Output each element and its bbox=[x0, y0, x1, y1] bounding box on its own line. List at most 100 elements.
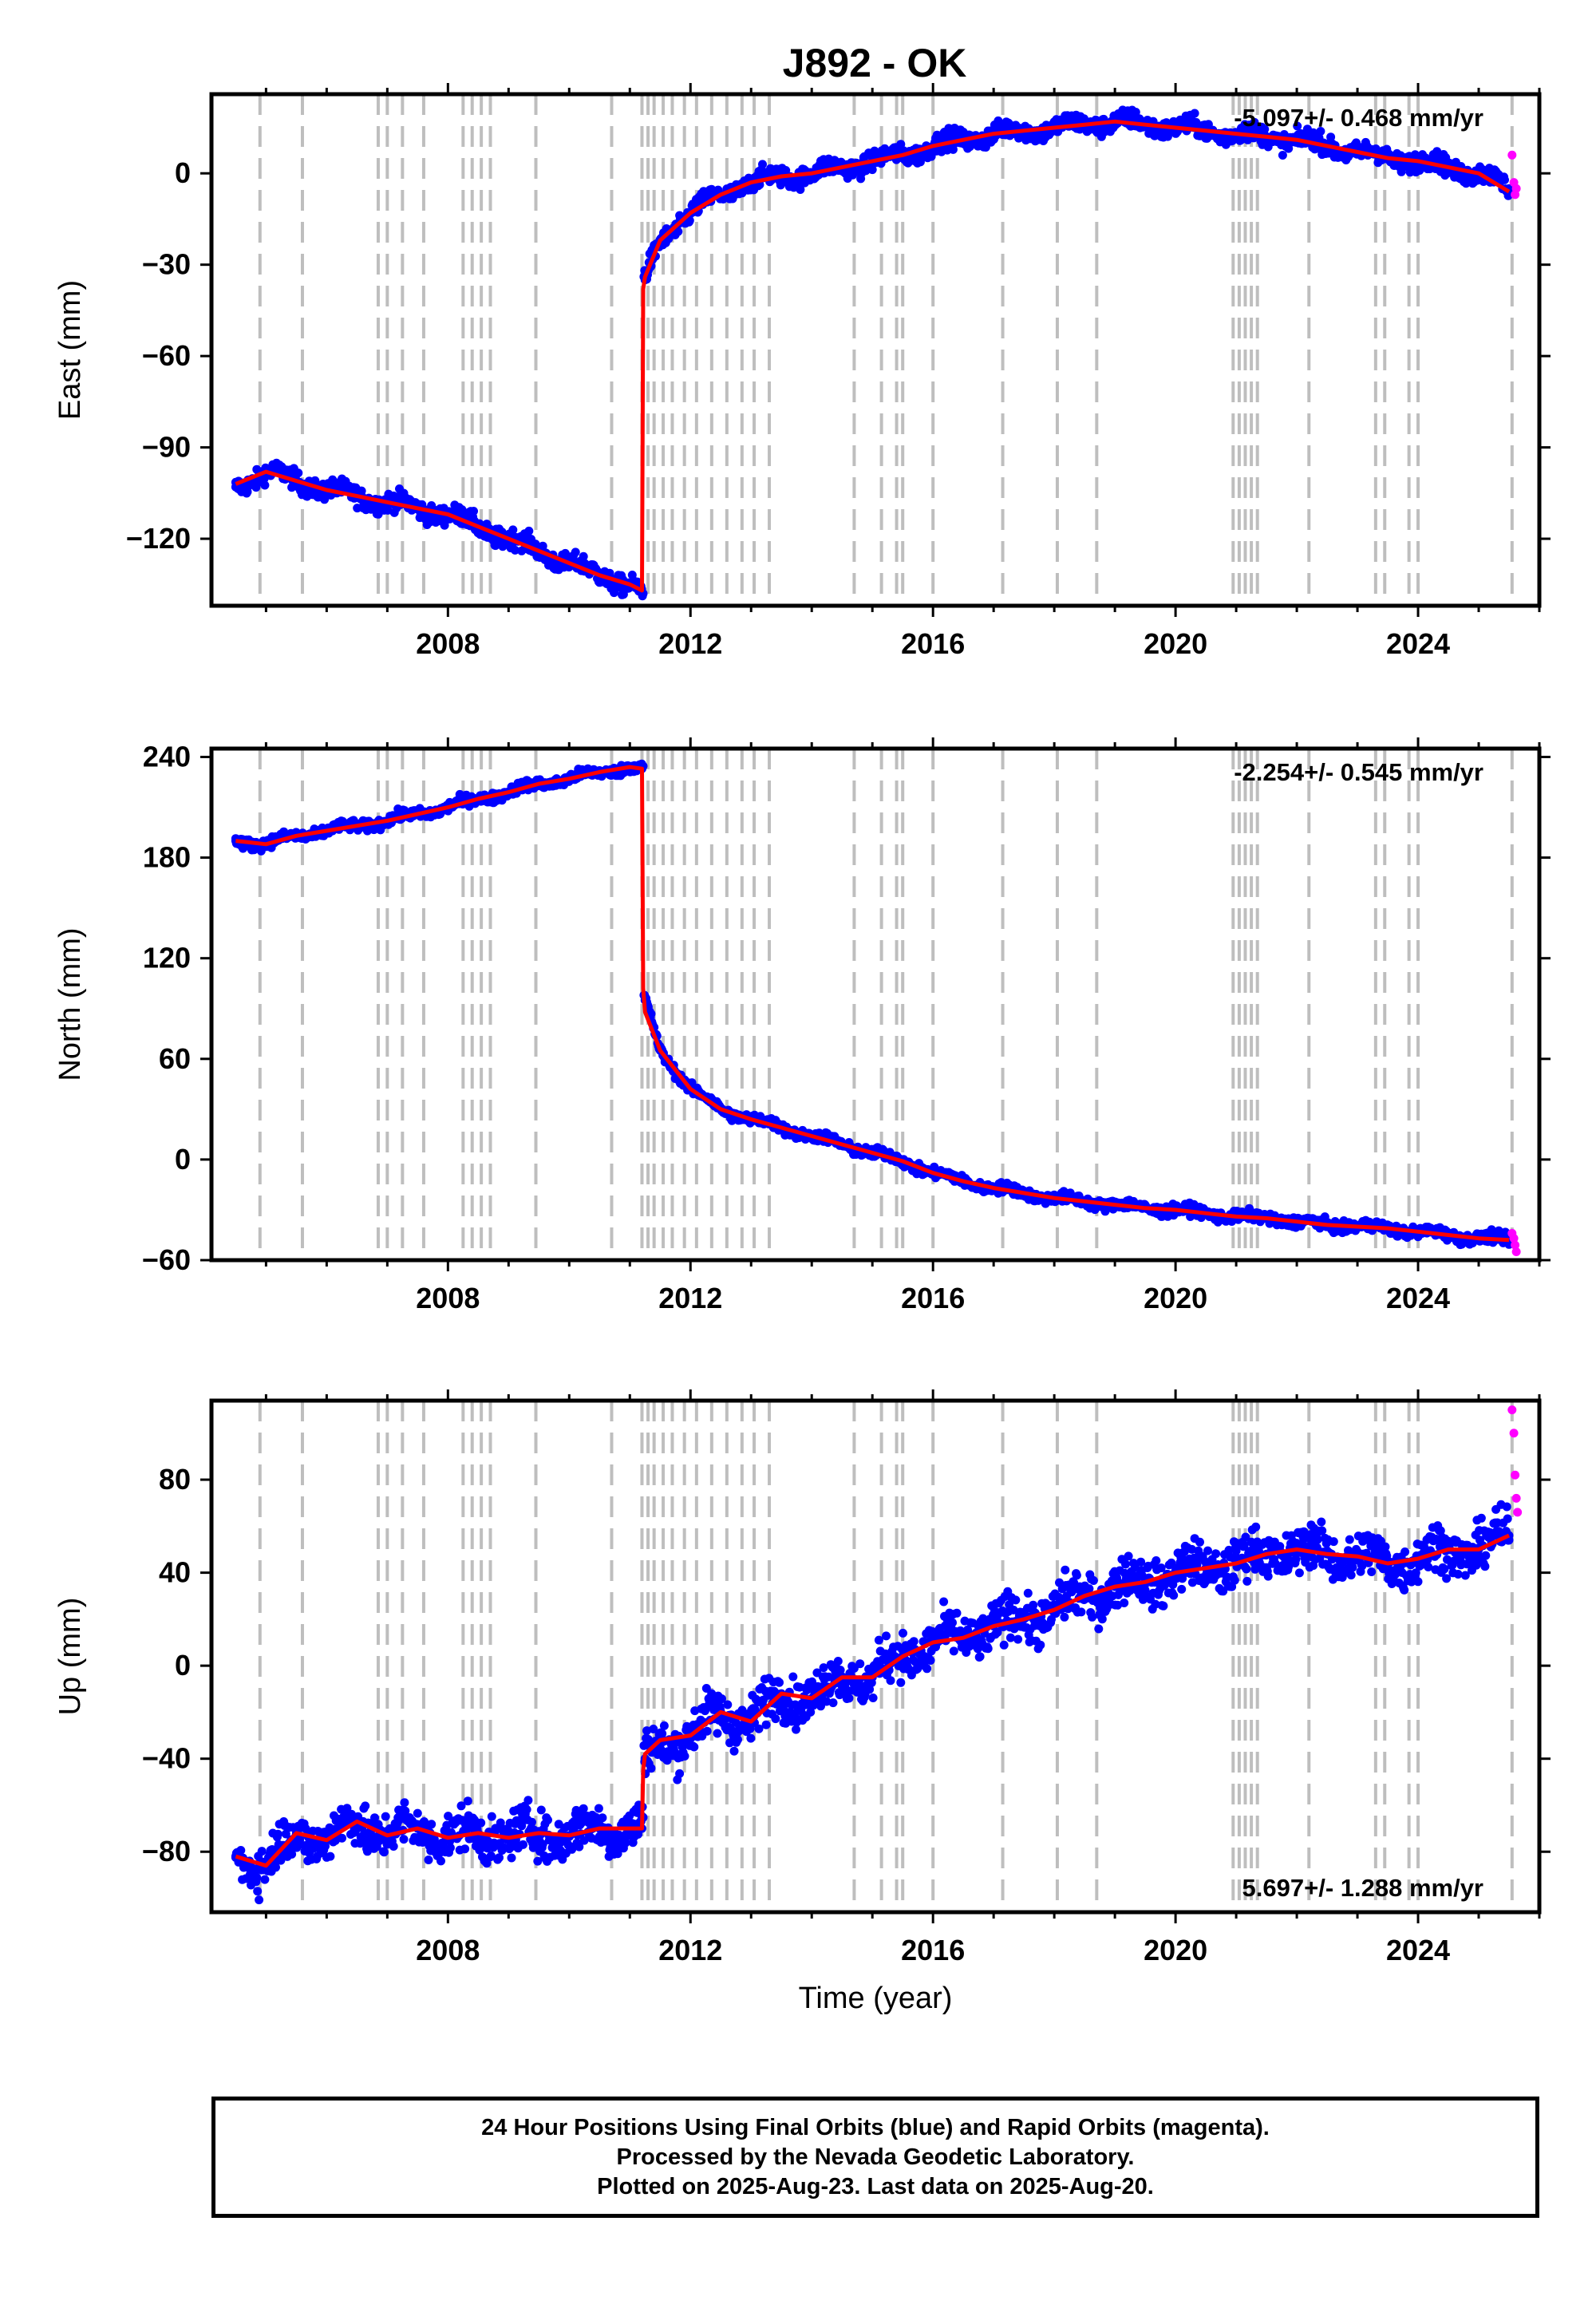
final-orbit-point bbox=[983, 1644, 993, 1654]
model-line bbox=[235, 765, 1510, 1243]
x-tick-label: 2016 bbox=[901, 627, 965, 660]
rapid-orbit-points bbox=[1507, 150, 1521, 200]
rate-label: -2.254+/- 0.545 mm/yr bbox=[1234, 758, 1483, 786]
final-orbit-point bbox=[1013, 1634, 1023, 1644]
final-orbit-point bbox=[775, 1678, 784, 1687]
final-orbit-point bbox=[761, 1720, 771, 1729]
rapid-orbit-points bbox=[1507, 1228, 1521, 1256]
final-orbit-point bbox=[456, 1801, 466, 1811]
final-orbit-point bbox=[1500, 175, 1509, 184]
x-tick-label: 2008 bbox=[416, 627, 480, 660]
final-orbit-point bbox=[260, 1875, 270, 1884]
final-orbit-point bbox=[855, 1659, 865, 1669]
y-axis: −120−90−60−300 bbox=[126, 156, 1551, 555]
final-orbit-point bbox=[508, 525, 518, 535]
y-tick-label: 0 bbox=[175, 1143, 191, 1176]
final-orbit-point bbox=[469, 507, 478, 516]
final-orbit-point bbox=[463, 1796, 472, 1806]
rapid-orbit-point bbox=[1511, 184, 1521, 193]
final-orbit-point bbox=[326, 1852, 335, 1861]
rapid-orbit-point bbox=[1507, 150, 1517, 160]
final-orbit-point bbox=[598, 1813, 607, 1823]
final-orbit-point bbox=[874, 1635, 883, 1645]
x-tick-label: 2020 bbox=[1144, 1282, 1207, 1314]
final-orbit-point bbox=[370, 1813, 379, 1823]
final-orbit-point bbox=[642, 1726, 651, 1736]
final-orbit-point bbox=[487, 1812, 496, 1821]
final-orbit-point bbox=[723, 1700, 733, 1709]
final-orbit-point bbox=[835, 1690, 844, 1700]
final-orbit-point bbox=[401, 1806, 410, 1816]
final-orbit-point bbox=[788, 1672, 798, 1682]
x-tick-label: 2008 bbox=[416, 1282, 480, 1314]
final-orbit-point bbox=[646, 1009, 656, 1018]
final-orbit-point bbox=[926, 1656, 935, 1665]
final-orbit-point bbox=[399, 1835, 409, 1844]
final-orbit-point bbox=[527, 1817, 536, 1827]
final-orbit-point bbox=[420, 1817, 429, 1826]
final-orbit-point bbox=[882, 1631, 891, 1641]
y-tick-label: 120 bbox=[143, 942, 191, 974]
final-orbit-point bbox=[1260, 124, 1270, 134]
final-orbit-point bbox=[659, 1721, 669, 1730]
y-tick-label: 180 bbox=[143, 841, 191, 874]
final-orbit-point bbox=[689, 1742, 699, 1752]
final-orbit-point bbox=[680, 1752, 689, 1761]
final-orbit-point bbox=[1190, 109, 1199, 118]
panel-north: 2008 2012 2016 2020 2024−60060120180240North… bbox=[53, 737, 1551, 1314]
final-orbit-point bbox=[571, 547, 580, 557]
final-orbit-point bbox=[952, 1608, 962, 1618]
x-tick-label: 2024 bbox=[1386, 1282, 1450, 1314]
y-tick-label: −90 bbox=[142, 431, 191, 464]
final-orbit-point bbox=[675, 1769, 685, 1778]
final-orbit-point bbox=[507, 1853, 516, 1863]
x-tick-label: 2024 bbox=[1386, 627, 1450, 660]
final-orbit-point bbox=[260, 480, 270, 490]
y-tick-label: 240 bbox=[143, 741, 191, 773]
final-orbit-point bbox=[579, 1804, 588, 1813]
plot-frame bbox=[209, 746, 1542, 1263]
final-orbit-point bbox=[379, 1848, 389, 1857]
final-orbit-point bbox=[896, 140, 906, 149]
rapid-orbit-point bbox=[1509, 1234, 1519, 1243]
final-orbit-point bbox=[361, 1801, 370, 1811]
final-orbit-point bbox=[1293, 121, 1302, 131]
final-orbit-point bbox=[522, 1804, 531, 1814]
final-orbit-point bbox=[255, 1895, 264, 1905]
final-orbit-point bbox=[338, 1833, 346, 1843]
rapid-orbit-point bbox=[1511, 1247, 1521, 1256]
final-orbit-point bbox=[460, 1844, 470, 1854]
final-orbit-point bbox=[702, 1726, 712, 1736]
final-orbit-point bbox=[579, 551, 588, 561]
final-orbit-point bbox=[533, 1856, 543, 1866]
x-axis: 2008 2012 2016 2020 2024 bbox=[264, 737, 1541, 1314]
final-orbit-point bbox=[1011, 1595, 1021, 1605]
final-orbit-point bbox=[922, 1664, 932, 1674]
final-orbit-point bbox=[792, 1725, 800, 1734]
final-orbit-point bbox=[836, 1666, 845, 1675]
final-orbit-point bbox=[1131, 108, 1140, 117]
final-orbit-point bbox=[865, 1685, 875, 1694]
final-orbit-point bbox=[909, 1637, 918, 1646]
y-tick-label: −60 bbox=[142, 339, 191, 372]
final-orbit-point bbox=[429, 1835, 439, 1844]
final-orbit-point bbox=[301, 1824, 310, 1833]
final-orbit-point bbox=[424, 1856, 433, 1864]
final-orbit-point bbox=[746, 1733, 756, 1743]
plot-frame bbox=[209, 92, 1542, 608]
final-orbit-point bbox=[486, 1851, 496, 1860]
final-orbit-point bbox=[806, 1707, 816, 1717]
final-orbit-point bbox=[975, 1652, 985, 1662]
final-orbit-point bbox=[253, 1887, 263, 1896]
final-orbit-point bbox=[381, 1812, 390, 1821]
final-orbit-point bbox=[444, 1812, 453, 1821]
y-tick-label: −60 bbox=[142, 1243, 191, 1276]
final-orbit-point bbox=[819, 1663, 828, 1673]
final-orbit-point bbox=[536, 1805, 546, 1815]
final-orbit-point bbox=[1278, 151, 1287, 160]
final-orbit-point bbox=[575, 1842, 584, 1852]
final-orbit-point bbox=[523, 1796, 533, 1805]
event-lines bbox=[258, 94, 1514, 606]
